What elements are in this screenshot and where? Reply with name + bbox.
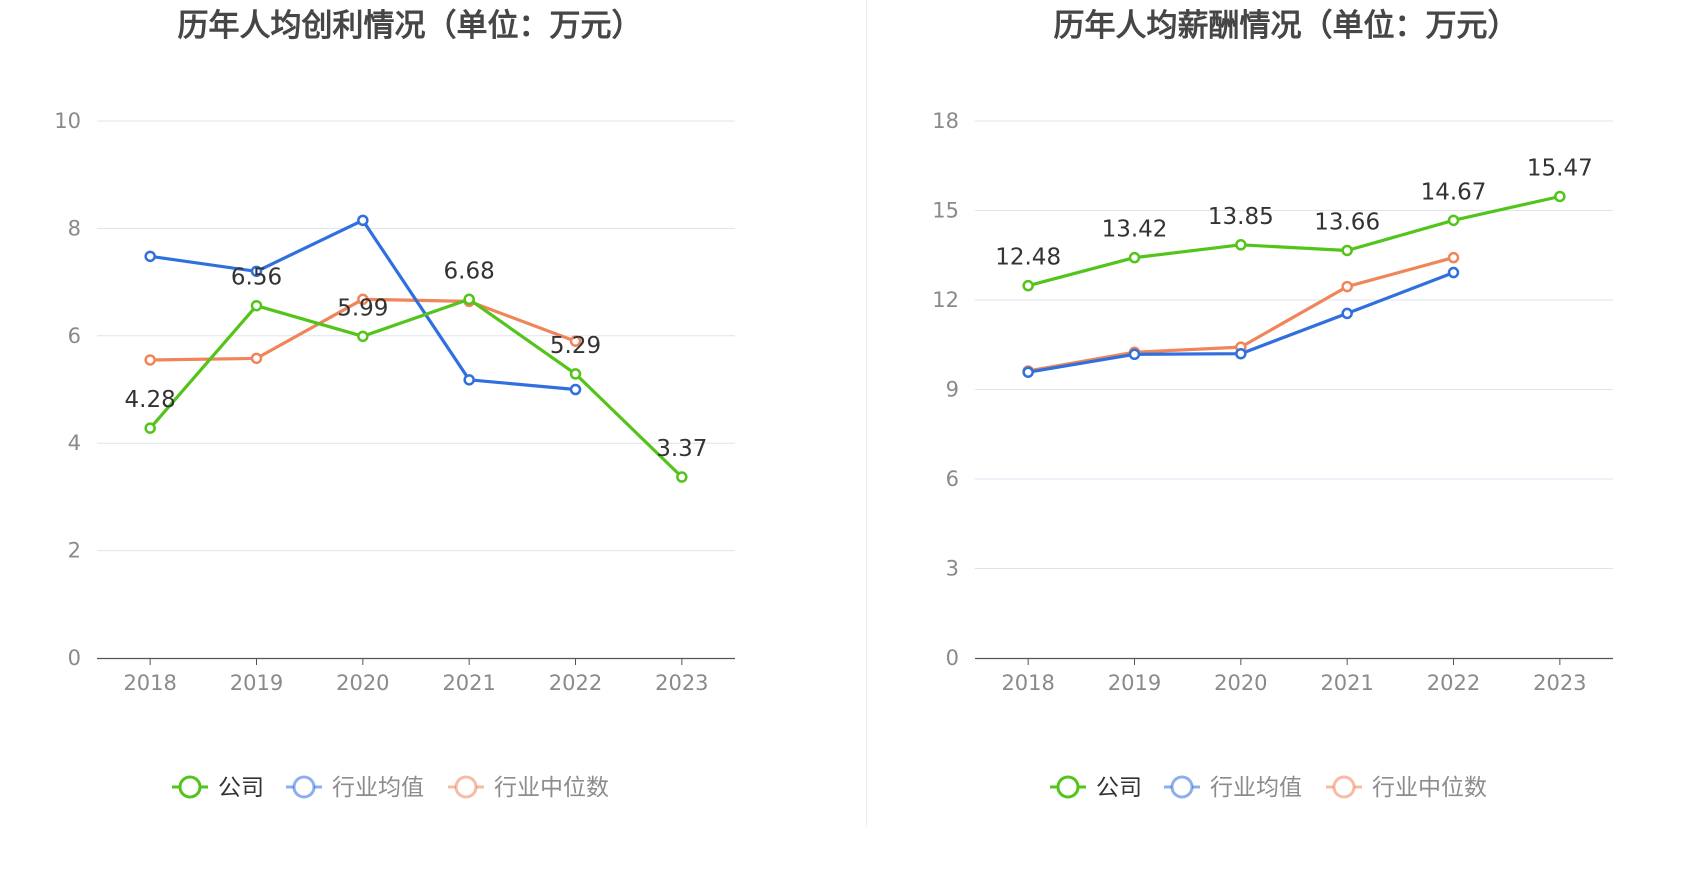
data-point[interactable]: [1341, 244, 1353, 257]
data-point[interactable]: [357, 214, 369, 227]
y-tick-label: 10: [54, 109, 81, 133]
data-point[interactable]: [1554, 190, 1566, 203]
x-tick-label: 2021: [442, 671, 495, 695]
x-tick-label: 2023: [1533, 671, 1586, 695]
data-point[interactable]: [144, 354, 156, 366]
x-tick-label: 2019: [230, 671, 283, 695]
legend-label: 公司: [218, 775, 264, 801]
y-tick-label: 0: [68, 646, 81, 670]
data-point[interactable]: [1447, 214, 1460, 227]
legend-marker[interactable]: [178, 775, 202, 799]
y-tick-label: 18: [932, 109, 959, 133]
data-label: 3.37: [656, 436, 707, 462]
x-tick-label: 2022: [1427, 671, 1480, 695]
data-label: 13.85: [1208, 204, 1274, 230]
legend-label: 行业中位数: [494, 775, 609, 801]
y-tick-label: 0: [946, 646, 959, 670]
data-label: 5.29: [550, 333, 601, 359]
x-tick-label: 2023: [655, 671, 708, 695]
y-tick-label: 2: [68, 539, 81, 563]
x-tick-label: 2019: [1108, 671, 1161, 695]
x-tick-label: 2021: [1320, 671, 1373, 695]
data-label: 4.28: [125, 387, 176, 413]
data-label: 13.66: [1314, 209, 1380, 235]
data-point[interactable]: [1235, 239, 1247, 251]
data-label: 13.42: [1102, 217, 1168, 243]
data-point[interactable]: [1447, 251, 1460, 264]
data-point[interactable]: [144, 422, 156, 434]
x-tick-label: 2020: [1214, 671, 1267, 695]
data-point[interactable]: [1341, 280, 1353, 293]
data-point[interactable]: [569, 368, 582, 380]
y-tick-label: 12: [932, 288, 959, 312]
y-tick-label: 3: [946, 557, 959, 581]
y-tick-label: 9: [946, 378, 959, 402]
series-line: [1027, 194, 1561, 288]
legend-label: 行业均值: [332, 775, 424, 801]
data-point[interactable]: [250, 265, 263, 278]
data-point[interactable]: [250, 299, 263, 312]
legend-label: 公司: [1096, 775, 1142, 801]
panel-divider: [866, 0, 867, 826]
legend-marker[interactable]: [454, 775, 478, 799]
data-point[interactable]: [463, 293, 475, 306]
data-point[interactable]: [144, 250, 156, 263]
legend-label: 行业均值: [1210, 775, 1302, 801]
data-point[interactable]: [1235, 347, 1247, 360]
data-point[interactable]: [1341, 307, 1353, 320]
data-label: 12.48: [995, 245, 1061, 271]
data-point[interactable]: [357, 330, 369, 343]
data-point[interactable]: [250, 352, 263, 365]
data-label: 14.67: [1421, 179, 1487, 205]
data-point[interactable]: [1447, 266, 1460, 279]
data-point[interactable]: [676, 471, 688, 483]
data-label: 6.56: [231, 265, 282, 291]
legend-label: 行业中位数: [1372, 775, 1487, 801]
x-tick-label: 2022: [549, 671, 602, 695]
y-tick-label: 8: [68, 216, 81, 240]
chart-title: 历年人均创利情况（单位：万元）: [178, 8, 643, 44]
y-tick-label: 4: [68, 431, 81, 455]
series-line: [148, 297, 683, 479]
y-tick-label: 15: [932, 199, 959, 223]
legend-marker[interactable]: [292, 775, 316, 799]
data-point[interactable]: [1022, 279, 1034, 292]
data-label: 5.99: [337, 295, 388, 321]
y-tick-label: 6: [68, 324, 81, 348]
legend-marker[interactable]: [1056, 775, 1080, 799]
data-point[interactable]: [357, 293, 369, 306]
data-point[interactable]: [569, 383, 582, 396]
chart-title: 历年人均薪酬情况（单位：万元）: [1054, 8, 1519, 44]
data-point[interactable]: [463, 374, 475, 386]
x-tick-label: 2020: [336, 671, 389, 695]
y-tick-label: 6: [946, 467, 959, 491]
data-point[interactable]: [1022, 366, 1034, 378]
x-tick-label: 2018: [1001, 671, 1054, 695]
data-point[interactable]: [1128, 348, 1141, 361]
data-label: 15.47: [1527, 155, 1593, 181]
data-point[interactable]: [1128, 251, 1141, 264]
x-tick-label: 2018: [123, 671, 176, 695]
legend-marker[interactable]: [1332, 775, 1356, 799]
data-label: 6.68: [444, 258, 495, 284]
legend-marker[interactable]: [1170, 775, 1194, 799]
data-point[interactable]: [569, 335, 582, 347]
